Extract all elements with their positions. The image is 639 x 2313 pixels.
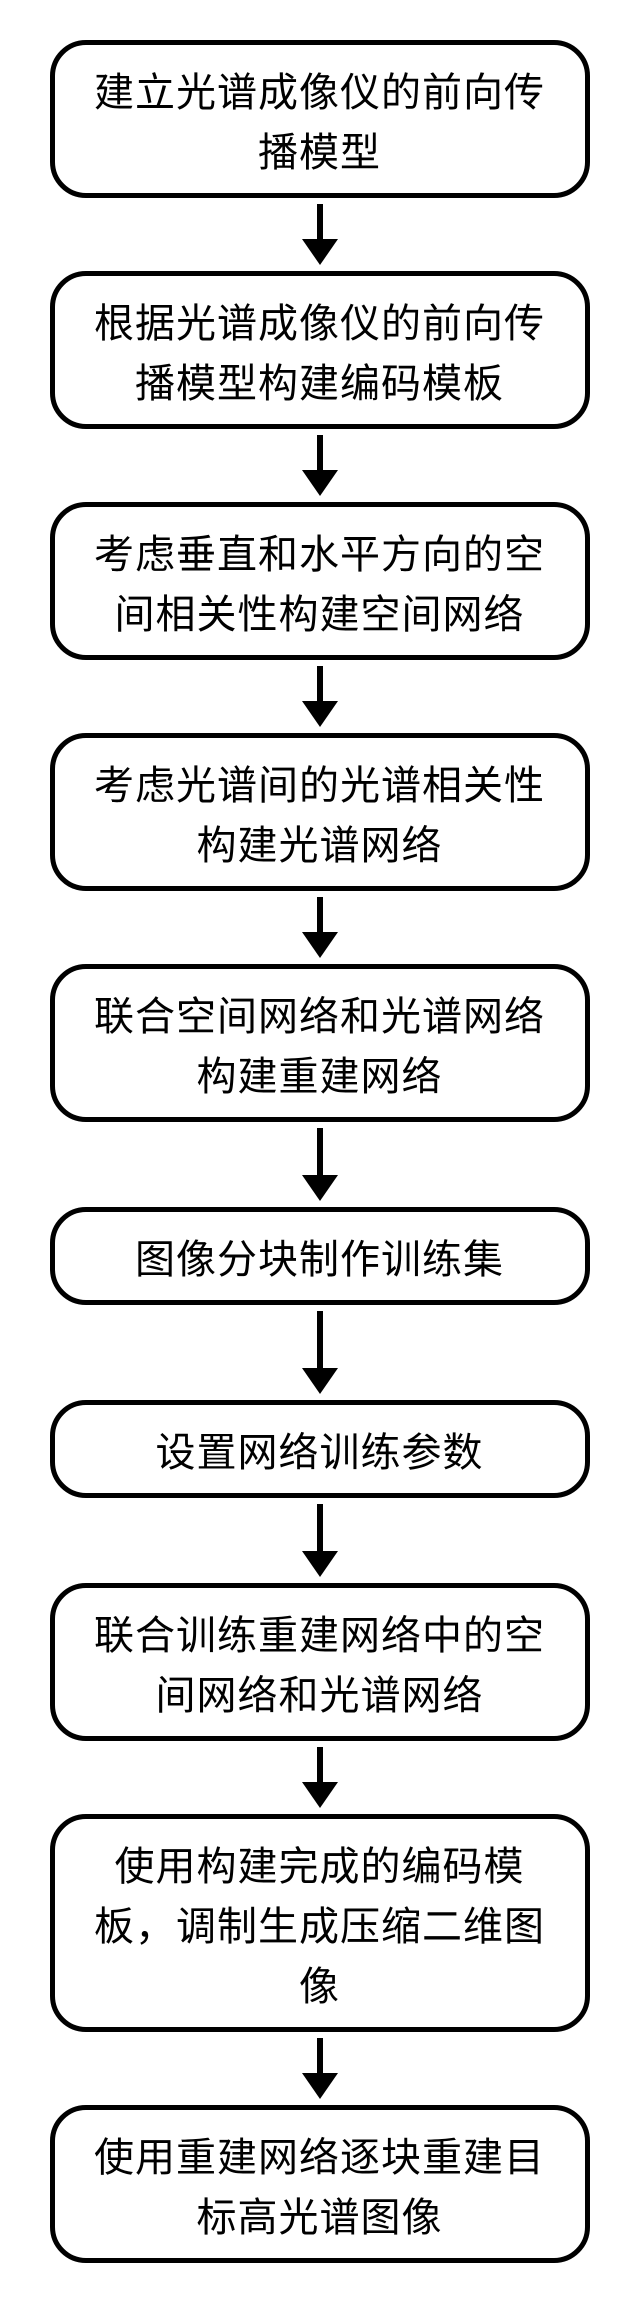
arrow-shaft: [317, 204, 323, 240]
flowchart-container: 建立光谱成像仪的前向传播模型 根据光谱成像仪的前向传播模型构建编码模板 考虑垂直…: [0, 0, 639, 2313]
arrow-head-icon: [302, 1368, 338, 1394]
flow-arrow-2-3: [302, 435, 338, 496]
flow-arrow-8-9: [302, 1747, 338, 1808]
flow-arrow-9-10: [302, 2038, 338, 2099]
flow-arrow-3-4: [302, 666, 338, 727]
flow-arrow-1-2: [302, 204, 338, 265]
arrow-shaft: [317, 1128, 323, 1176]
arrow-head-icon: [302, 932, 338, 958]
arrow-head-icon: [302, 2073, 338, 2099]
flow-node-5: 联合空间网络和光谱网络构建重建网络: [50, 964, 590, 1122]
flow-node-8: 联合训练重建网络中的空间网络和光谱网络: [50, 1583, 590, 1741]
flow-node-3: 考虑垂直和水平方向的空间相关性构建空间网络: [50, 502, 590, 660]
arrow-shaft: [317, 1311, 323, 1369]
arrow-head-icon: [302, 1551, 338, 1577]
arrow-shaft: [317, 1504, 323, 1552]
arrow-head-icon: [302, 239, 338, 265]
arrow-shaft: [317, 897, 323, 933]
flow-node-10: 使用重建网络逐块重建目标高光谱图像: [50, 2105, 590, 2263]
flow-node-6: 图像分块制作训练集: [50, 1207, 590, 1305]
arrow-head-icon: [302, 1175, 338, 1201]
arrow-shaft: [317, 1747, 323, 1783]
flow-node-2: 根据光谱成像仪的前向传播模型构建编码模板: [50, 271, 590, 429]
flow-node-7: 设置网络训练参数: [50, 1400, 590, 1498]
flow-node-1: 建立光谱成像仪的前向传播模型: [50, 40, 590, 198]
flow-arrow-7-8: [302, 1504, 338, 1577]
flow-arrow-4-5: [302, 897, 338, 958]
arrow-head-icon: [302, 1782, 338, 1808]
arrow-head-icon: [302, 470, 338, 496]
flow-arrow-6-7: [302, 1311, 338, 1394]
arrow-shaft: [317, 2038, 323, 2074]
flow-node-9: 使用构建完成的编码模板，调制生成压缩二维图像: [50, 1814, 590, 2032]
arrow-head-icon: [302, 701, 338, 727]
flow-node-4: 考虑光谱间的光谱相关性构建光谱网络: [50, 733, 590, 891]
arrow-shaft: [317, 435, 323, 471]
arrow-shaft: [317, 666, 323, 702]
flow-arrow-5-6: [302, 1128, 338, 1201]
